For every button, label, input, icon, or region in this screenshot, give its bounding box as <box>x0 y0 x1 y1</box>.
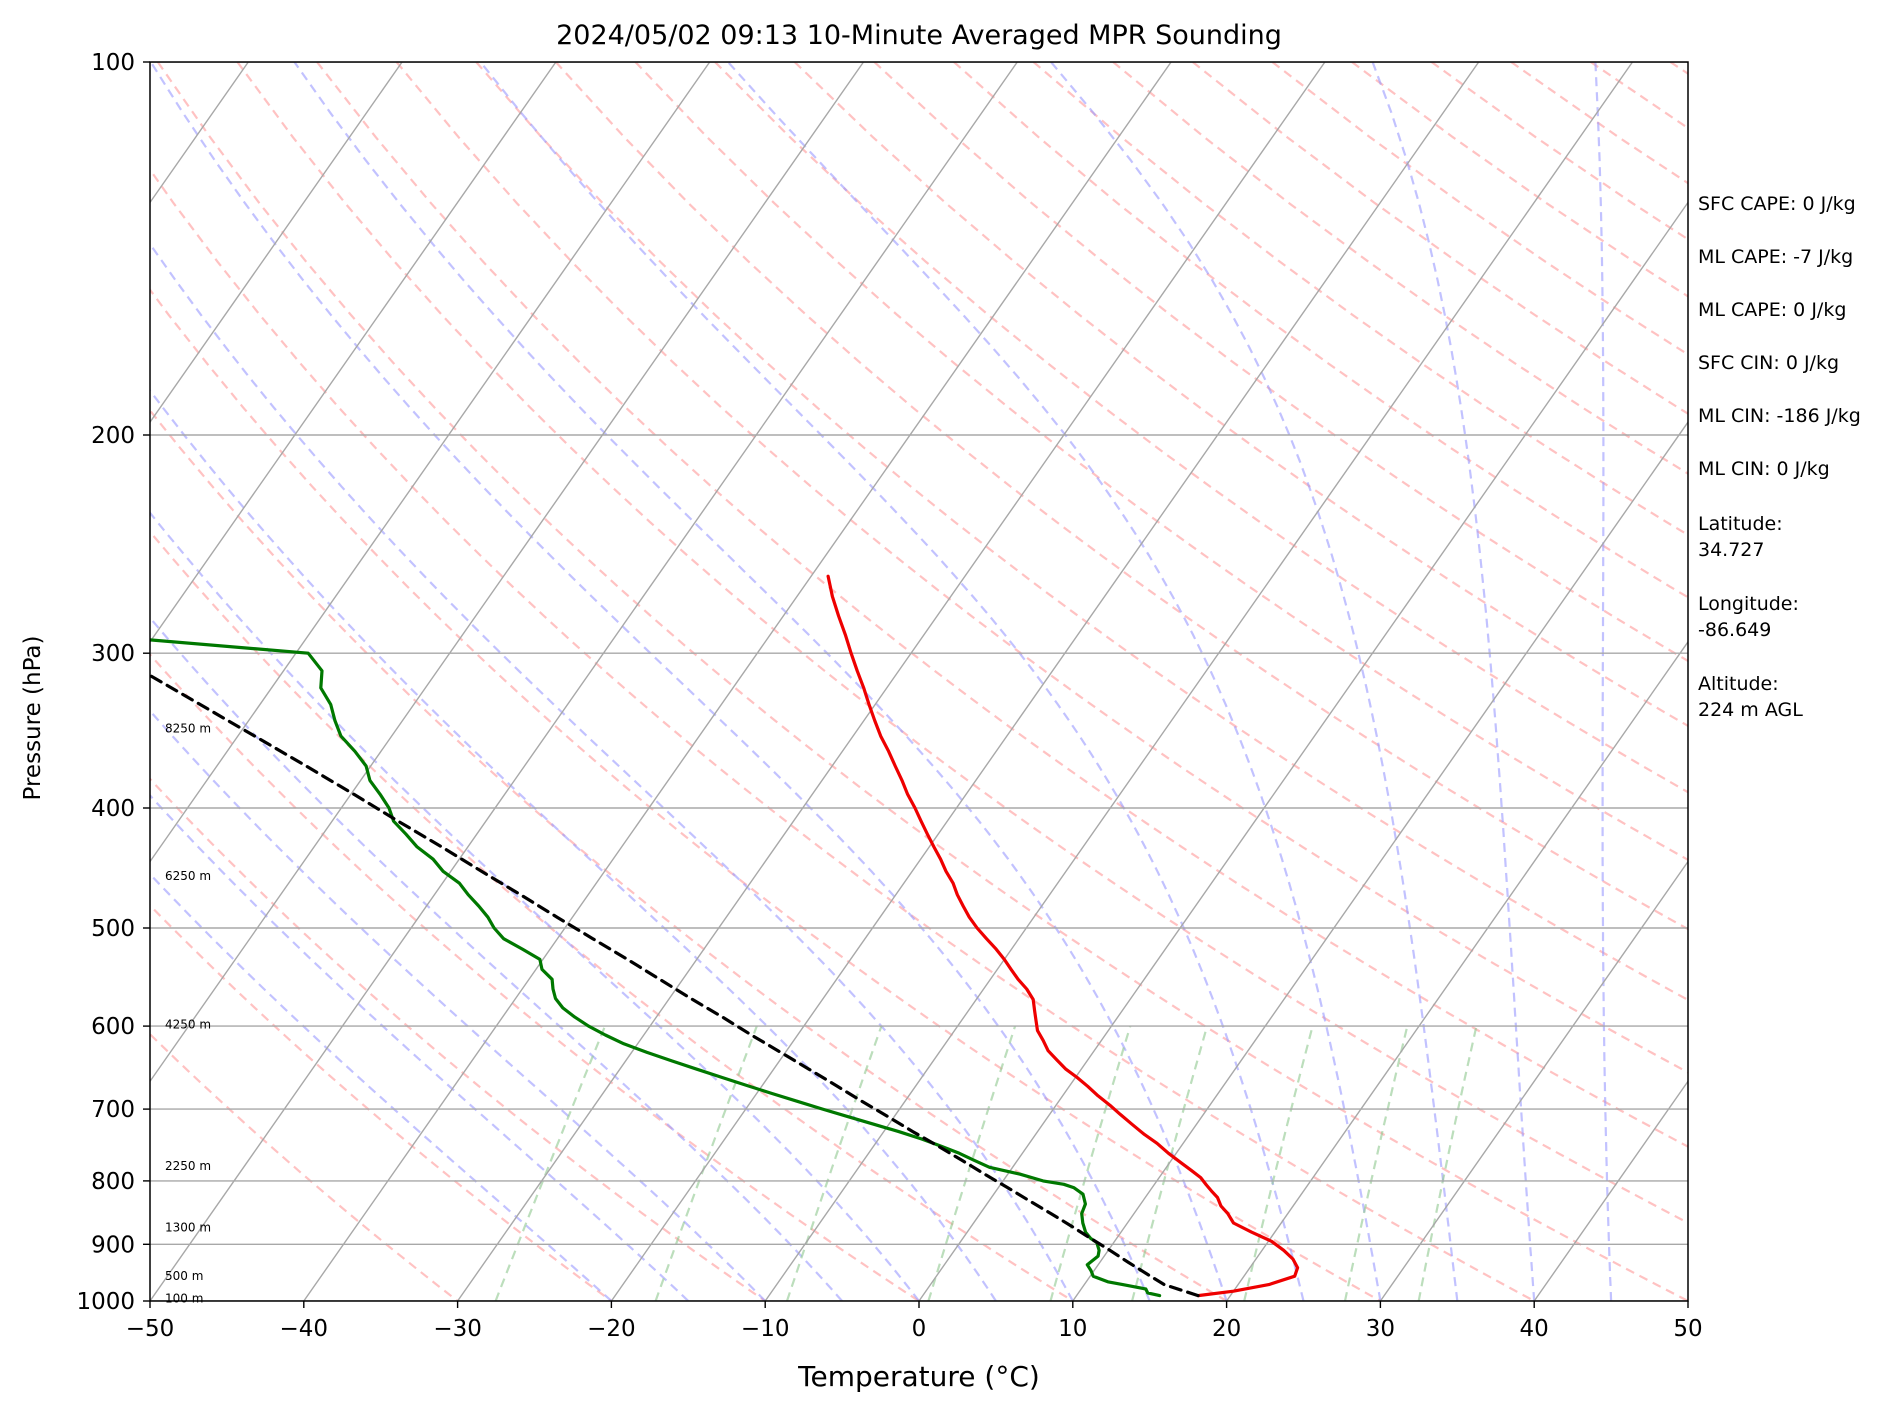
moist-adiabat <box>1371 62 1536 1301</box>
moist-adiabat <box>150 709 766 1301</box>
dry-adiabat <box>395 62 1688 1074</box>
y-tick-label: 900 <box>91 1232 135 1258</box>
isotherm <box>150 62 865 1083</box>
x-tick-label: −20 <box>587 1316 636 1342</box>
y-tick-label: 600 <box>91 1014 135 1040</box>
height-label: 6250 m <box>165 869 211 883</box>
altitude-value: 224 m AGL <box>1698 699 1803 721</box>
x-tick-label: −10 <box>741 1316 790 1342</box>
longitude-label: Longitude: <box>1698 593 1799 615</box>
isotherm <box>918 201 1688 1301</box>
height-labels: 8250 m 6250 m 4250 m 2250 m 1300 m 500 m 100 m <box>165 721 211 1305</box>
latitude-label: Latitude: <box>1698 513 1783 535</box>
moist-adiabat <box>150 388 997 1301</box>
dry-adiabat <box>953 62 1688 599</box>
x-tick-label: −40 <box>280 1316 329 1342</box>
sounding-traces <box>150 574 1300 1298</box>
dewpoint-trace <box>150 638 1162 1298</box>
y-axis-label: Pressure (hPa) <box>20 636 46 801</box>
x-tick-label: −50 <box>126 1316 175 1342</box>
sfc-cin-text: SFC CIN: 0 J/kg <box>1698 352 1839 374</box>
ml-cape-text: ML CAPE: -7 J/kg <box>1698 246 1853 268</box>
y-tick-label: 700 <box>91 1097 135 1123</box>
x-tick-label: 50 <box>1673 1316 1702 1342</box>
altitude-label: Altitude: <box>1698 673 1779 695</box>
y-tick-label: 1000 <box>76 1289 135 1315</box>
height-label: 4250 m <box>165 1017 211 1031</box>
isotherm <box>1226 640 1688 1301</box>
dry-adiabat <box>634 62 1688 862</box>
y-tick-label: 200 <box>91 423 135 449</box>
x-tick-label: 30 <box>1366 1316 1395 1342</box>
isotherm <box>1379 860 1688 1301</box>
isotherm <box>150 62 557 644</box>
plot-area <box>150 62 1688 1301</box>
height-label: 500 m <box>165 1269 203 1283</box>
x-tick-label: 0 <box>912 1316 927 1342</box>
x-tick-label: −30 <box>433 1316 482 1342</box>
dry-adiabat <box>150 530 1074 1301</box>
y-tick-label: 300 <box>91 641 135 667</box>
longitude-value: -86.649 <box>1698 619 1771 641</box>
height-label: 2250 m <box>165 1159 211 1173</box>
dry-adiabat <box>150 777 766 1301</box>
pressure-gridlines <box>0 62 1688 1301</box>
x-tick-label: 10 <box>1058 1316 1087 1342</box>
isotherm <box>150 62 403 424</box>
x-tick-label: 40 <box>1520 1316 1549 1342</box>
stats-panel: SFC CAPE: 0 J/kg ML CAPE: -7 J/kg ML CAP… <box>1698 193 1861 721</box>
ml-cin-text: ML CIN: -186 J/kg <box>1698 405 1861 427</box>
y-tick-label: 800 <box>91 1169 135 1195</box>
chart-title: 2024/05/02 09:13 10-Minute Averaged MPR … <box>556 20 1282 51</box>
height-label: 100 m <box>165 1291 203 1305</box>
isotherm <box>1072 420 1688 1301</box>
dry-adiabat <box>150 167 1535 1301</box>
y-tick-label: 100 <box>91 50 135 76</box>
dry-adiabat <box>236 62 1688 1225</box>
ml-cin-text: ML CIN: 0 J/kg <box>1698 458 1830 480</box>
height-label: 1300 m <box>165 1220 211 1234</box>
latitude-value: 34.727 <box>1698 539 1764 561</box>
moist-adiabat <box>150 242 1074 1301</box>
dry-adiabat <box>156 62 1688 1301</box>
height-label: 8250 m <box>165 721 211 735</box>
y-tick-label: 500 <box>91 916 135 942</box>
y-tick-label: 400 <box>91 796 135 822</box>
isotherm <box>303 62 1172 1301</box>
y-axis-ticks: 100 200 300 400 500 600 700 800 900 1000 <box>76 50 150 1315</box>
moist-adiabat <box>150 62 1151 1301</box>
moist-adiabat <box>727 62 1382 1301</box>
x-axis-ticks: −50 −40 −30 −20 −10 0 10 20 30 40 50 <box>126 1301 1703 1342</box>
dry-adiabat <box>150 903 613 1301</box>
moist-adiabat <box>479 62 1305 1301</box>
dry-adiabat <box>554 62 1688 931</box>
ml-cape-text: ML CAPE: 0 J/kg <box>1698 299 1846 321</box>
isotherm <box>764 62 1634 1301</box>
dry-adiabat <box>150 652 920 1301</box>
isotherm <box>1533 1080 1688 1301</box>
isotherm <box>610 62 1480 1301</box>
isotherm <box>457 62 1326 1301</box>
isotherm <box>150 62 711 863</box>
parcel-trace <box>150 673 1200 1298</box>
x-axis-label: Temperature (°C) <box>797 1360 1040 1393</box>
temperature-trace <box>826 574 1300 1298</box>
isotherm <box>150 62 1018 1301</box>
moist-adiabat <box>293 62 1228 1301</box>
moist-adiabat <box>150 511 920 1301</box>
isotherm <box>0 62 95 1301</box>
dry-adiabat <box>150 287 1381 1301</box>
x-tick-label: 20 <box>1212 1316 1241 1342</box>
moist-adiabat <box>1050 62 1459 1301</box>
moist-adiabat <box>1594 62 1613 1301</box>
sfc-cape-text: SFC CAPE: 0 J/kg <box>1698 193 1856 215</box>
moist-adiabat <box>150 872 613 1301</box>
dry-adiabat <box>714 62 1688 794</box>
